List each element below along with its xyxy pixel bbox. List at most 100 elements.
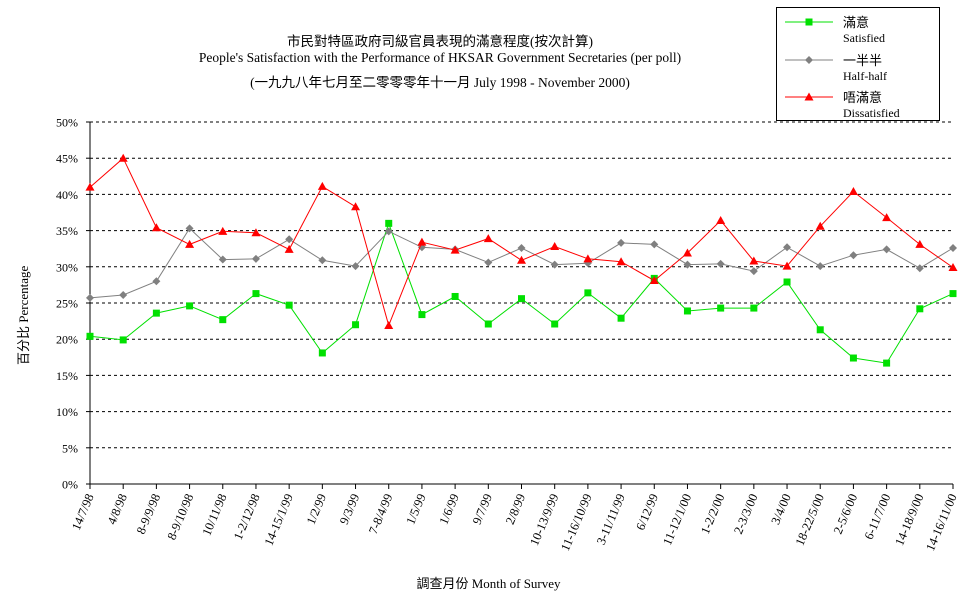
chart-title: 市民對特區政府司級官員表現的滿意程度(按次計算) [287, 34, 593, 49]
data-point-half-half [251, 254, 260, 263]
data-point-half-half [915, 264, 924, 273]
data-point-half-half [86, 293, 94, 302]
legend-item-half-half: 一半半 Half-half [777, 49, 939, 85]
data-point-half-half [783, 243, 792, 252]
x-tick-label: 7-8/4/99 [366, 492, 395, 536]
data-point-dissatisfied [417, 237, 427, 246]
data-point-dissatisfied [251, 228, 261, 237]
x-tick-label: 1-2/2/00 [698, 492, 727, 536]
x-tick-label: 9/7/99 [470, 492, 495, 527]
data-point-satisfied [551, 320, 559, 328]
x-tick-label: 11-16/10/99 [558, 492, 595, 553]
data-point-satisfied [949, 290, 957, 298]
data-point-dissatisfied [85, 182, 95, 191]
legend-item-dissatisfied: 唔滿意 Dissatisfied [777, 86, 939, 122]
x-tick-label: 1-2/12/98 [231, 492, 263, 542]
data-point-satisfied [518, 295, 525, 303]
x-tick-label: 2-3/3/00 [731, 492, 760, 536]
data-point-satisfied [584, 289, 592, 297]
data-point-dissatisfied [483, 234, 493, 243]
data-point-dissatisfied [782, 261, 792, 270]
data-point-half-half [816, 262, 825, 271]
data-point-satisfied [252, 290, 260, 298]
data-point-half-half [749, 267, 758, 276]
y-tick-label: 50% [56, 116, 78, 130]
data-point-dissatisfied [450, 245, 460, 254]
data-point-satisfied [385, 219, 393, 227]
x-tick-label: 14-15/1/99 [262, 492, 296, 548]
data-point-satisfied [186, 302, 194, 310]
data-point-dissatisfied [948, 263, 958, 272]
y-tick-label: 10% [56, 405, 78, 419]
data-point-satisfied [916, 305, 924, 313]
x-tick-label: 8-9/9/98 [134, 492, 163, 536]
x-tick-label: 10/11/98 [199, 492, 229, 538]
data-point-satisfied [683, 307, 691, 315]
data-point-dissatisfied [384, 320, 394, 329]
x-tick-label: 8-9/10/98 [164, 492, 196, 542]
data-point-satisfied [418, 311, 426, 319]
x-tick-label: 3-11/11/99 [594, 492, 628, 547]
x-tick-label: 14-16/11/00 [923, 492, 960, 553]
legend-label-satisfied-zh: 滿意 [843, 15, 870, 30]
data-point-dissatisfied [616, 257, 626, 266]
y-tick-label: 35% [56, 224, 78, 238]
data-point-half-half [484, 258, 493, 267]
x-tick-label: 2-5/6/00 [831, 492, 860, 536]
data-point-half-half [351, 262, 360, 271]
legend-label-dissatisfied-en: Dissatisfied [843, 106, 900, 120]
x-tick-label: 11-12/1/00 [660, 492, 694, 548]
data-point-half-half [517, 243, 526, 252]
x-tick-label: 6-11/7/00 [862, 492, 894, 542]
y-tick-label: 45% [56, 152, 78, 166]
data-point-dissatisfied [583, 254, 593, 263]
data-point-satisfied [451, 292, 459, 300]
data-point-dissatisfied [649, 276, 659, 285]
data-point-half-half [882, 245, 891, 254]
data-point-satisfied [849, 354, 857, 362]
data-point-half-half [152, 277, 161, 286]
data-point-dissatisfied [218, 226, 228, 235]
data-point-satisfied [816, 326, 824, 334]
data-point-satisfied [219, 316, 227, 324]
x-tick-label: 2/8/99 [503, 492, 528, 527]
data-point-dissatisfied [351, 202, 361, 211]
y-tick-label: 5% [62, 441, 78, 455]
x-tick-label: 1/6/99 [437, 492, 462, 527]
data-point-satisfied [883, 359, 891, 367]
data-point-half-half [550, 260, 559, 269]
data-point-satisfied [318, 349, 326, 357]
y-tick-label: 0% [62, 478, 78, 492]
data-point-half-half [716, 259, 725, 268]
data-point-half-half [285, 235, 294, 244]
data-point-dissatisfied [682, 248, 692, 257]
x-tick-label: 9/3/99 [337, 492, 362, 527]
data-point-satisfied [119, 336, 127, 344]
data-point-dissatisfied [848, 187, 858, 196]
data-point-satisfied [783, 278, 791, 286]
chart-legend: 滿意 Satisfied 一半半 Half-half 唔滿意 Dissatisf… [776, 7, 940, 121]
chart-subtitle: People's Satisfaction with the Performan… [198, 50, 682, 65]
data-point-dissatisfied [749, 256, 759, 265]
y-axis-label: 百分比 Percentage [16, 265, 31, 365]
data-point-dissatisfied [185, 239, 195, 248]
data-point-dissatisfied [550, 242, 560, 251]
data-point-satisfied [484, 320, 492, 328]
data-point-half-half [849, 251, 858, 260]
data-point-half-half [617, 238, 626, 247]
data-point-dissatisfied [815, 221, 825, 230]
data-point-satisfied [86, 332, 94, 340]
chart-subtitle-period: (一九九八年七月至二零零零年十一月 July 1998 - November 2… [250, 75, 630, 90]
y-tick-label: 30% [56, 260, 78, 274]
data-point-half-half [949, 243, 957, 252]
legend-item-satisfied: 滿意 Satisfied [777, 11, 939, 47]
data-point-dissatisfied [317, 181, 327, 190]
x-tick-label: 10-13/9/99 [527, 492, 561, 548]
x-tick-label: 4/8/98 [105, 492, 130, 527]
x-tick-label: 18-22/5/00 [793, 492, 827, 548]
data-point-satisfied [717, 304, 725, 312]
data-point-satisfied [352, 321, 360, 329]
data-point-dissatisfied [151, 223, 161, 232]
y-tick-label: 20% [56, 333, 78, 347]
